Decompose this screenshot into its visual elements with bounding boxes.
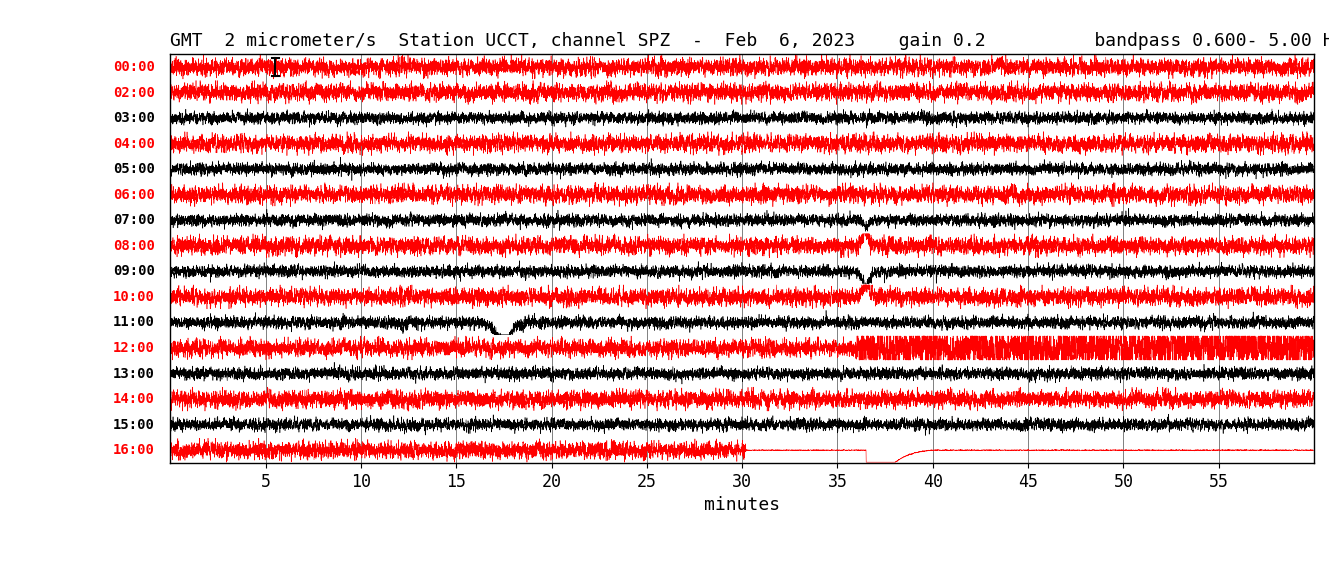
Text: 11:00: 11:00 xyxy=(113,315,155,329)
Text: 04:00: 04:00 xyxy=(113,137,155,151)
Text: 06:00: 06:00 xyxy=(113,187,155,202)
Text: 14:00: 14:00 xyxy=(113,392,155,406)
Text: 09:00: 09:00 xyxy=(113,265,155,278)
Text: 03:00: 03:00 xyxy=(113,111,155,125)
Text: 05:00: 05:00 xyxy=(113,162,155,176)
X-axis label: minutes: minutes xyxy=(704,496,780,514)
Text: 02:00: 02:00 xyxy=(113,86,155,100)
Text: 15:00: 15:00 xyxy=(113,418,155,432)
Text: 10:00: 10:00 xyxy=(113,290,155,304)
Text: 07:00: 07:00 xyxy=(113,213,155,227)
Text: GMT  2 micrometer/s  Station UCCT, channel SPZ  -  Feb  6, 2023    gain 0.2     : GMT 2 micrometer/s Station UCCT, channel… xyxy=(170,32,1329,50)
Text: 13:00: 13:00 xyxy=(113,367,155,381)
Text: 08:00: 08:00 xyxy=(113,239,155,253)
Text: 16:00: 16:00 xyxy=(113,443,155,457)
Text: 00:00: 00:00 xyxy=(113,60,155,74)
Text: 12:00: 12:00 xyxy=(113,341,155,355)
